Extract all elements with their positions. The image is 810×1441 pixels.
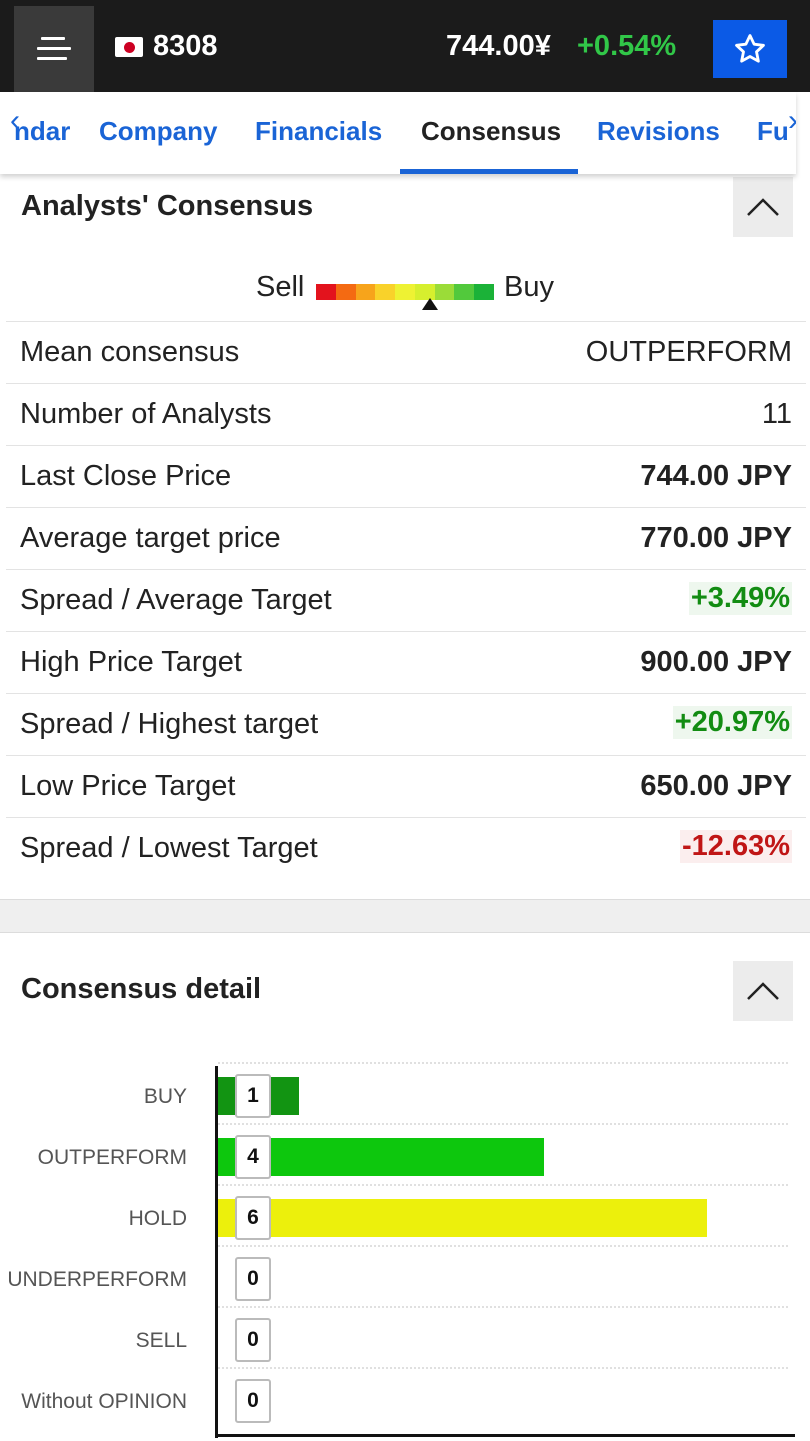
chart-gridline xyxy=(218,1184,788,1186)
row-value: +3.49% xyxy=(688,582,792,615)
table-row: Mean consensus OUTPERFORM xyxy=(6,321,806,383)
row-value: -12.63% xyxy=(679,830,792,863)
ticker-symbol: 8308 xyxy=(153,30,218,62)
watchlist-button[interactable] xyxy=(713,20,787,78)
tab-consensus[interactable]: Consensus xyxy=(421,116,562,146)
table-row: High Price Target 900.00 JPY xyxy=(6,631,806,693)
chart-row: SELL 0 xyxy=(0,1304,810,1365)
gauge-segment xyxy=(434,284,455,300)
table-row: Spread / Lowest Target -12.63% xyxy=(6,817,806,879)
chart-data-label: 0 xyxy=(235,1318,271,1362)
japan-flag-icon xyxy=(115,37,143,57)
chart-category-label: UNDERPERFORM xyxy=(7,1268,187,1291)
table-row: Average target price 770.00 JPY xyxy=(6,507,806,569)
chart-category-label: SELL xyxy=(135,1329,187,1352)
table-row: Spread / Highest target +20.97% xyxy=(6,693,806,755)
detail-section-title: Consensus detail xyxy=(21,973,262,1005)
row-label: Mean consensus xyxy=(20,336,240,368)
menu-button[interactable] xyxy=(14,6,94,92)
chart-data-label: 4 xyxy=(235,1135,271,1179)
star-icon xyxy=(735,34,765,63)
chart-x-axis xyxy=(215,1434,795,1437)
chart-category-label: OUTPERFORM xyxy=(37,1146,187,1169)
tab-bar: ndar Company Financials Consensus Revisi… xyxy=(0,92,796,174)
chart-category-label: Without OPINION xyxy=(21,1390,187,1413)
tab-funds[interactable]: Fu xyxy=(757,116,789,146)
row-value: 900.00 JPY xyxy=(640,646,792,678)
chart-gridline xyxy=(218,1245,788,1247)
chart-row: Without OPINION 0 xyxy=(0,1365,810,1426)
tab-company[interactable]: Company xyxy=(99,116,218,146)
gauge-segment xyxy=(335,284,356,300)
row-value: 11 xyxy=(761,398,792,430)
gauge-segment xyxy=(375,284,396,300)
hamburger-icon xyxy=(37,37,71,61)
consensus-gauge xyxy=(316,284,495,300)
chart-gridline xyxy=(218,1123,788,1125)
consensus-section-title: Analysts' Consensus xyxy=(21,190,314,222)
row-label: Spread / Average Target xyxy=(20,584,332,616)
chart-gridline xyxy=(218,1367,788,1369)
row-label: Spread / Highest target xyxy=(20,708,319,740)
row-value: 770.00 JPY xyxy=(640,522,792,554)
chevron-up-icon xyxy=(747,198,779,216)
chart-row: UNDERPERFORM 0 xyxy=(0,1243,810,1304)
gauge-segment xyxy=(395,284,415,300)
last-price: 744.00¥ xyxy=(446,30,551,62)
tab-financials[interactable]: Financials xyxy=(255,116,383,146)
row-label: Last Close Price xyxy=(20,460,232,492)
tab-calendar[interactable]: ndar xyxy=(14,116,71,146)
chart-category-label: HOLD xyxy=(128,1207,187,1230)
row-label: Number of Analysts xyxy=(20,398,272,430)
chart-data-label: 1 xyxy=(235,1074,271,1118)
active-tab-indicator xyxy=(400,169,578,174)
consensus-table: Mean consensus OUTPERFORM Number of Anal… xyxy=(6,321,806,879)
detail-collapse-button[interactable] xyxy=(733,961,793,1021)
top-bar: 8308 744.00¥ +0.54% xyxy=(0,0,810,92)
chart-data-label: 6 xyxy=(235,1196,271,1240)
row-label: Low Price Target xyxy=(20,770,236,802)
consensus-collapse-button[interactable] xyxy=(733,177,793,237)
table-row: Low Price Target 650.00 JPY xyxy=(6,755,806,817)
row-label: Average target price xyxy=(20,522,281,554)
gauge-segment xyxy=(454,284,475,300)
gauge-buy-label: Buy xyxy=(504,271,554,303)
chart-y-axis xyxy=(215,1066,218,1438)
gauge-segment xyxy=(474,284,495,300)
gauge-segment xyxy=(355,284,376,300)
consensus-detail-chart: BUY 1 OUTPERFORM 4 HOLD 6 UNDERPERFORM 0 SELL 0 Wi… xyxy=(0,1060,810,1441)
tabs-prev-arrow-icon[interactable]: ‹ xyxy=(10,104,20,137)
chart-data-label: 0 xyxy=(235,1257,271,1301)
row-label: High Price Target xyxy=(20,646,242,678)
gauge-segment xyxy=(414,284,435,300)
chart-category-label: BUY xyxy=(143,1085,187,1108)
row-label: Spread / Lowest Target xyxy=(20,832,318,864)
chart-gridline xyxy=(218,1062,788,1064)
gauge-marker-icon xyxy=(421,298,438,310)
chart-row: OUTPERFORM 4 xyxy=(0,1121,810,1182)
row-value: +20.97% xyxy=(672,706,792,739)
chart-bar xyxy=(218,1138,544,1176)
price-change: +0.54% xyxy=(577,30,677,62)
chart-gridline xyxy=(218,1306,788,1308)
row-value: 650.00 JPY xyxy=(640,770,792,802)
row-value: OUTPERFORM xyxy=(585,336,792,368)
gauge-sell-label: Sell xyxy=(256,271,305,303)
section-divider xyxy=(0,899,810,933)
chevron-up-icon xyxy=(747,982,779,1000)
table-row: Last Close Price 744.00 JPY xyxy=(6,445,806,507)
table-row: Number of Analysts 11 xyxy=(6,383,806,445)
tab-revisions[interactable]: Revisions xyxy=(597,116,720,146)
chart-bar xyxy=(218,1199,707,1237)
row-value: 744.00 JPY xyxy=(640,460,792,492)
chart-row: BUY 1 xyxy=(0,1060,810,1121)
gauge-segment xyxy=(316,284,336,300)
table-row: Spread / Average Target +3.49% xyxy=(6,569,806,631)
tabs-next-arrow-icon[interactable]: › xyxy=(788,104,796,138)
chart-row: HOLD 6 xyxy=(0,1182,810,1243)
chart-data-label: 0 xyxy=(235,1379,271,1423)
